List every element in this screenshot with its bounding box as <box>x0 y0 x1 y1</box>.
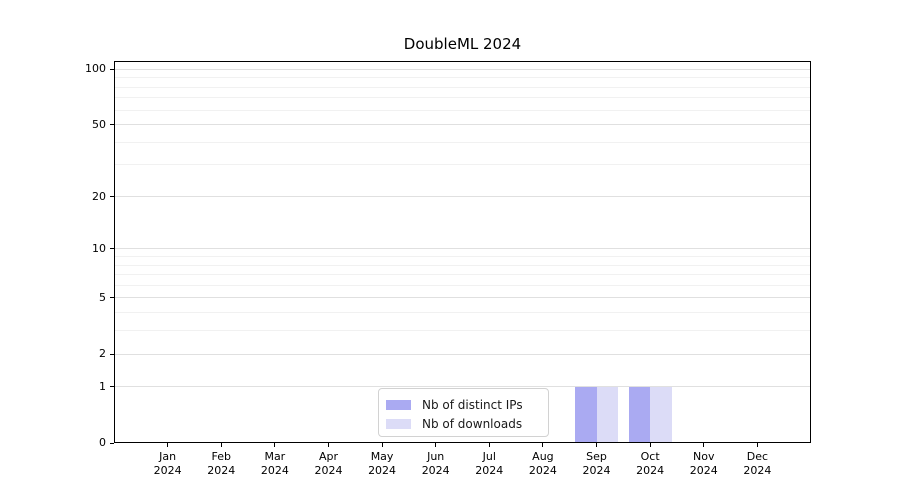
y-tick-label-0: 0 <box>99 436 106 449</box>
x-tick-jan-2024 <box>167 443 169 447</box>
x-tick-label-line: Jun <box>427 450 445 463</box>
x-tick-apr-2024 <box>327 443 329 447</box>
y-tick-label-20: 20 <box>92 189 106 203</box>
bar-nb-of-distinct-ips-oct-2024 <box>628 386 651 443</box>
gridline-major <box>114 248 811 250</box>
gridline-major <box>114 386 811 388</box>
x-tick-label-line: Dec <box>746 450 769 463</box>
x-tick-label-line: Mar <box>264 450 286 463</box>
legend: Nb of distinct IPs Nb of downloads <box>378 388 549 437</box>
x-tick-label-mar-2024: Mar 2024 <box>245 450 305 478</box>
x-tick-label-sep-2024: Sep 2024 <box>567 450 627 478</box>
x-tick-label-line: Oct <box>640 450 660 463</box>
x-tick-label-line: 2024 <box>475 464 504 477</box>
bar-nb-of-distinct-ips-sep-2024 <box>575 386 597 443</box>
gridline-minor <box>114 77 811 79</box>
x-tick-label-line: 2024 <box>260 464 289 477</box>
gridline-major <box>114 124 811 126</box>
x-tick-label-line: Feb <box>211 450 231 463</box>
x-tick-oct-2024 <box>649 443 651 447</box>
x-tick-label-line: Apr <box>318 450 338 463</box>
gridline-major <box>114 353 811 355</box>
x-tick-label-line: 2024 <box>421 464 450 477</box>
x-tick-may-2024 <box>381 443 383 447</box>
gridline-minor <box>114 141 811 143</box>
x-tick-label-nov-2024: Nov 2024 <box>674 450 734 478</box>
x-tick-label-feb-2024: Feb 2024 <box>191 450 251 478</box>
x-tick-label-line: 2024 <box>582 464 611 477</box>
gridline-minor <box>114 284 811 286</box>
legend-swatch-nb-of-distinct-ips <box>386 399 411 410</box>
legend-item-nb-of-downloads: Nb of downloads <box>386 414 540 433</box>
x-tick-label-jan-2024: Jan 2024 <box>138 450 198 478</box>
y-tick-20 <box>110 196 114 198</box>
x-tick-label-line: 2024 <box>368 464 397 477</box>
y-tick-2 <box>110 353 114 355</box>
y-tick-50 <box>110 124 114 126</box>
gridline-minor <box>114 312 811 314</box>
y-tick-label-10: 10 <box>92 241 106 255</box>
legend-label-nb-of-distinct-ips: Nb of distinct IPs <box>422 397 523 412</box>
bar-nb-of-downloads-oct-2024 <box>650 386 672 443</box>
x-tick-label-line: 2024 <box>314 464 343 477</box>
legend-swatch-nb-of-downloads <box>386 418 411 429</box>
bar-nb-of-downloads-sep-2024 <box>596 386 619 443</box>
legend-item-nb-of-distinct-ips: Nb of distinct IPs <box>386 395 540 414</box>
x-tick-label-line: Jan <box>159 450 177 463</box>
x-tick-label-line: 2024 <box>207 464 236 477</box>
x-tick-label-oct-2024: Oct 2024 <box>620 450 680 478</box>
y-tick-label-1: 1 <box>99 379 106 393</box>
x-tick-label-line: Nov <box>693 450 715 463</box>
legend-label-nb-of-downloads: Nb of downloads <box>422 416 523 431</box>
x-tick-label-line: Aug <box>532 450 554 463</box>
x-tick-nov-2024 <box>703 443 705 447</box>
gridline-major <box>114 68 811 70</box>
gridline-major <box>114 196 811 198</box>
x-tick-label-aug-2024: Aug 2024 <box>513 450 573 478</box>
x-tick-label-line: Sep <box>586 450 607 463</box>
gridline-minor <box>114 330 811 332</box>
gridline-major <box>114 297 811 299</box>
x-tick-mar-2024 <box>274 443 276 447</box>
y-tick-label-100: 100 <box>85 62 106 76</box>
x-tick-label-line: 2024 <box>636 464 665 477</box>
chart-title: DoubleML 2024 <box>403 35 522 53</box>
x-tick-aug-2024 <box>542 443 544 447</box>
gridline-minor <box>114 264 811 266</box>
y-tick-0 <box>110 442 114 444</box>
gridline-minor <box>114 97 811 99</box>
y-tick-10 <box>110 248 114 250</box>
x-tick-label-jun-2024: Jun 2024 <box>406 450 466 478</box>
gridline-minor <box>114 256 811 258</box>
gridline-minor <box>114 86 811 88</box>
y-tick-1 <box>110 386 114 388</box>
x-tick-label-line: 2024 <box>743 464 772 477</box>
y-tick-label-5: 5 <box>99 290 106 304</box>
x-tick-sep-2024 <box>596 443 598 447</box>
y-tick-label-2: 2 <box>99 347 106 361</box>
x-tick-feb-2024 <box>220 443 222 447</box>
x-tick-label-line: 2024 <box>689 464 718 477</box>
x-tick-label-line: May <box>370 450 394 463</box>
x-tick-label-apr-2024: Apr 2024 <box>298 450 358 478</box>
x-tick-label-line: Jul <box>482 450 496 463</box>
y-tick-100 <box>110 68 114 70</box>
x-tick-dec-2024 <box>756 443 758 447</box>
gridline-minor <box>114 274 811 276</box>
gridline-minor <box>114 164 811 166</box>
x-tick-label-dec-2024: Dec 2024 <box>727 450 787 478</box>
x-tick-label-line: 2024 <box>153 464 182 477</box>
x-tick-jul-2024 <box>488 443 490 447</box>
x-tick-jun-2024 <box>435 443 437 447</box>
y-tick-5 <box>110 297 114 299</box>
x-tick-label-line: 2024 <box>528 464 557 477</box>
y-tick-label-50: 50 <box>92 117 106 131</box>
x-tick-label-jul-2024: Jul 2024 <box>459 450 519 478</box>
gridline-minor <box>114 109 811 111</box>
x-tick-label-may-2024: May 2024 <box>352 450 412 478</box>
